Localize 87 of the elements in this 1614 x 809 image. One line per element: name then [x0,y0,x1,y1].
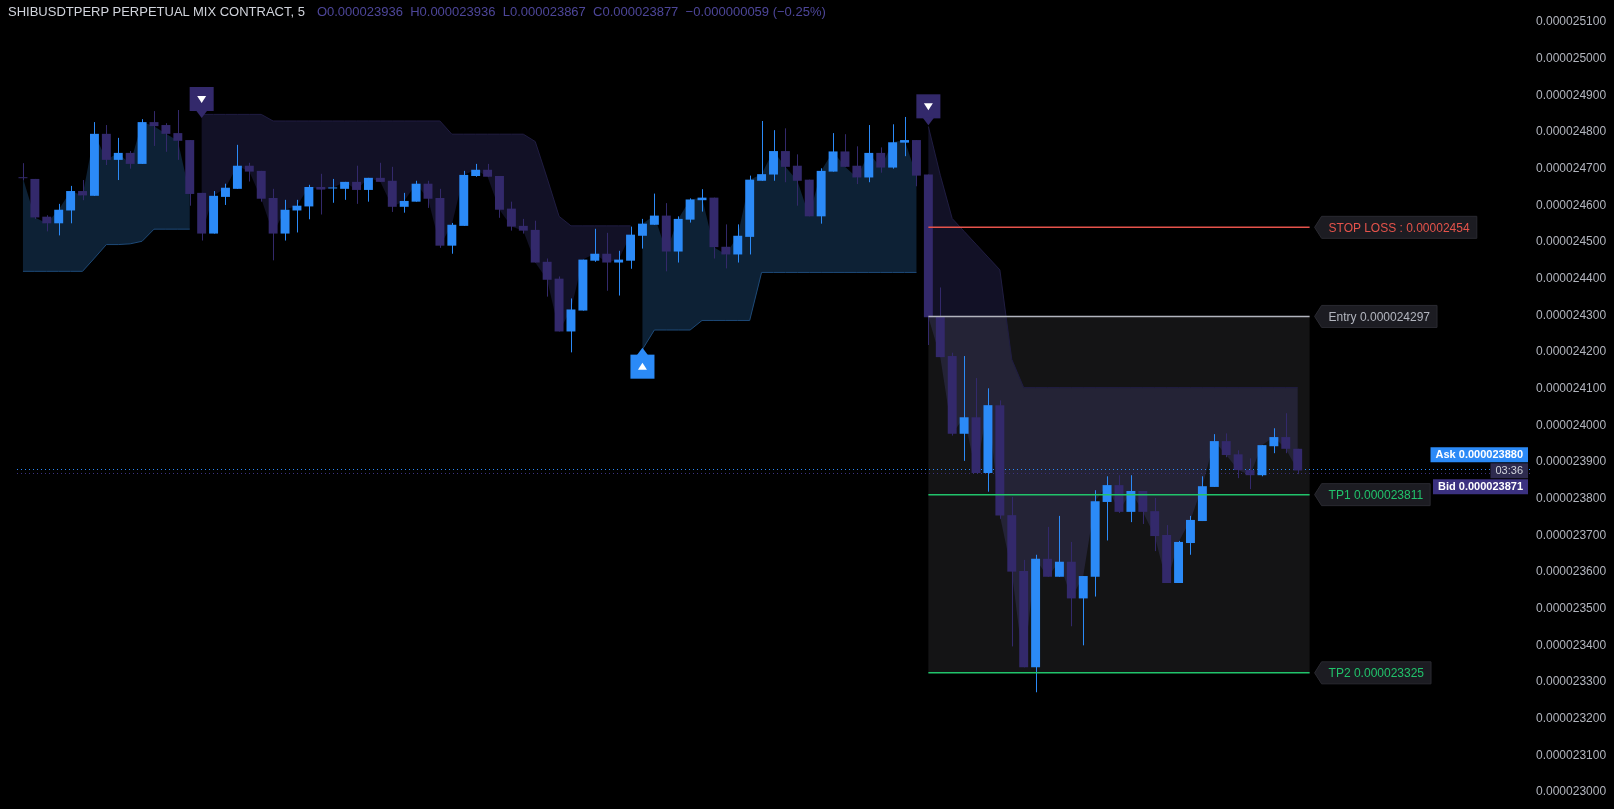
candlestick [1054,515,1064,578]
candlestick [328,178,338,204]
ref-line-label: Bid 0.000023871 [1437,480,1524,493]
y-tick-label: 0.000025000 [1536,50,1607,65]
candlestick [840,133,850,168]
candlestick [280,199,290,242]
candlestick [399,192,409,214]
candlestick [221,183,230,206]
candlestick [1245,457,1255,490]
y-tick-label: 0.000023300 [1536,674,1607,689]
candlestick [1293,448,1303,475]
candlestick [411,180,421,203]
series-label: TP1 0.000023811 [1328,487,1424,502]
candlestick [876,146,886,174]
candlestick [232,144,242,190]
candlestick [542,258,552,298]
y-tick-label: 0.000025100 [1536,14,1607,29]
y-tick-label: 0.000023700 [1536,527,1607,542]
candlestick [685,197,695,224]
candlestick [304,184,314,220]
y-tick-label: 0.000024000 [1536,417,1607,432]
y-tick-label: 0.000023000 [1536,784,1607,799]
y-tick-label: 0.000023900 [1536,454,1607,469]
candlestick [244,162,254,182]
candlestick [590,228,600,263]
candlestick [1221,432,1231,458]
candlestick [66,185,76,224]
y-tick-label: 0.000024100 [1536,380,1607,395]
y-tick-label: 0.000023200 [1536,710,1607,725]
series-label: Entry 0.000024297 [1328,309,1431,324]
chart-title: SHIBUSDTPERP PERPETUAL MIX CONTRACT, 5 [8,4,305,19]
annotation: 03:36 [1495,464,1523,477]
candlestick [423,180,433,209]
candlestick [161,122,171,153]
candlestick [769,129,778,182]
candlestick [1269,427,1279,454]
candlestick [1102,475,1112,541]
candlestick [757,120,767,182]
candlestick [375,162,385,183]
y-tick-label: 0.000023600 [1536,564,1607,579]
candlestick [1078,575,1088,646]
point [189,86,214,112]
candlestick [900,116,910,157]
candlestick [792,153,802,207]
series-label: TP2 0.000023325 [1328,666,1425,681]
candlestick [733,223,743,264]
candlestick [1043,526,1052,578]
chart-subtitle: O0.000023936 H0.000023936 L0.000023867 C0.000023877 −0.000000059 (−0.25%) [316,4,826,19]
candlestick [54,203,64,236]
candlestick [1281,412,1291,454]
candlestick [780,127,790,183]
candlestick [173,109,183,161]
candlestick [1126,474,1136,523]
point [630,354,655,379]
candlestick [78,179,87,201]
candlestick [602,232,612,292]
candlestick [614,250,624,297]
y-tick-label: 0.000023100 [1536,747,1607,762]
candlestick [1233,449,1243,479]
y-tick-label: 0.000024200 [1536,344,1607,359]
candlestick [637,218,647,250]
y-tick-label: 0.000024500 [1536,234,1607,249]
candlestick [506,201,516,232]
candlestick [352,165,361,205]
candlestick [316,173,326,215]
y-tick-label: 0.000024800 [1536,124,1607,139]
candlestick [959,355,969,462]
y-tick-label: 0.000024700 [1536,160,1607,175]
candlestick [1186,515,1195,556]
candlestick [649,193,659,226]
candlestick [828,132,838,173]
candlestick [113,137,123,181]
candlestick [18,162,28,181]
point [916,94,941,119]
y-tick-label: 0.000024600 [1536,197,1607,212]
y-tick-label: 0.000024900 [1536,87,1607,102]
y-tick-label: 0.000023400 [1536,637,1607,652]
y-tick-label: 0.000024400 [1536,270,1607,285]
candlestick [852,145,862,185]
y-tick-label: 0.000023800 [1536,490,1607,505]
y-tick-label: 0.000024300 [1536,307,1607,322]
candlestick [447,222,457,255]
candlestick [721,223,731,269]
ref-line-label: Ask 0.000023880 [1435,448,1523,461]
y-tick-label: 0.000023500 [1536,600,1607,615]
candlestick [1138,490,1148,525]
series-label: STOP LOSS : 0.00002454 [1328,220,1470,235]
